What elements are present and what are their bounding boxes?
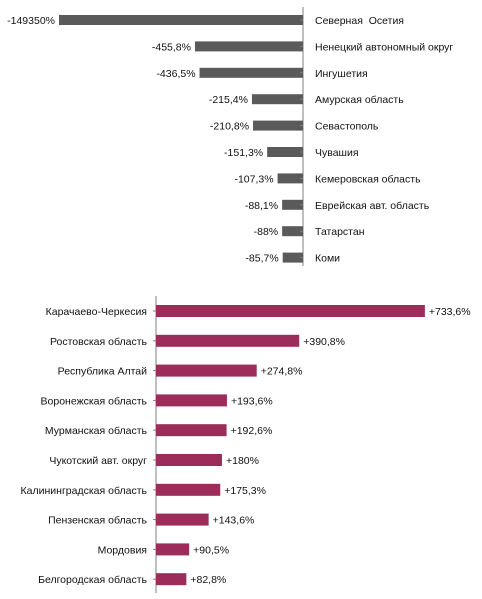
bottom-bar-8 (156, 513, 209, 526)
top-value-label: -151,3% (224, 147, 263, 159)
bottom-bar-6 (156, 454, 222, 466)
top-category-label: Ненецкий автономный округ (315, 41, 453, 53)
top-bar-4 (251, 94, 303, 105)
bottom-value-label: +390,8% (303, 336, 345, 348)
bottom-category-label: Белгородская область (38, 574, 147, 586)
top-bar-5 (253, 120, 303, 131)
bottom-bar-1 (156, 305, 425, 317)
top-category-label: Коми (315, 253, 340, 265)
bottom-category-label: Ростовская область (50, 336, 148, 348)
negative-change-chart: -149350% Северная Осетия -455,8% Ненецкий а… (7, 7, 453, 266)
top-value-label: -436,5% (156, 68, 195, 80)
bottom-category-label: Пензенская область (48, 515, 147, 527)
bottom-category-label: Мурманская область (45, 425, 148, 437)
bottom-value-label: +274,8% (261, 366, 303, 378)
top-category-label: Кемеровская область (315, 173, 421, 185)
bottom-value-label: +192,6% (231, 425, 273, 437)
bottom-category-label: Калининградская область (21, 485, 148, 497)
bottom-value-label: +82,8% (190, 574, 226, 586)
top-bar-9 (282, 226, 303, 237)
top-value-label: -210,8% (210, 121, 249, 133)
bottom-bar-9 (156, 543, 190, 556)
top-bar-2 (194, 41, 303, 52)
top-value-label: -215,4% (209, 94, 248, 106)
top-value-label: -149350% (7, 15, 55, 27)
top-category-label: Северная Осетия (315, 15, 404, 27)
bottom-category-label: Воронежская область (41, 395, 148, 407)
bottom-bar-5 (156, 424, 227, 437)
top-bar-6 (267, 147, 303, 157)
top-category-label: Чувашия (315, 147, 359, 159)
bottom-value-label: +175,3% (224, 485, 266, 497)
top-bar-10 (282, 252, 303, 263)
bottom-bar-7 (156, 483, 221, 496)
positive-change-chart: +733,6% Карачаево-Черкесия +390,8% Ростовск… (21, 296, 471, 593)
bottom-bar-10 (156, 573, 187, 586)
top-category-label: Еврейская авт. область (315, 200, 430, 212)
top-value-label: -88% (254, 226, 279, 238)
bottom-category-label: Чукотский авт. округ (49, 455, 147, 467)
bottom-bar-3 (156, 364, 257, 377)
top-value-label: -107,3% (234, 173, 273, 185)
top-bar-3 (199, 67, 303, 78)
top-bar-7 (277, 173, 303, 184)
bottom-value-label: +733,6% (429, 306, 471, 318)
top-category-label: Татарстан (315, 226, 365, 238)
top-category-label: Севастополь (315, 121, 379, 133)
top-bar-1 (59, 15, 303, 25)
top-value-label: -88,1% (245, 200, 278, 212)
top-category-label: Амурская область (315, 94, 404, 106)
bottom-category-label: Карачаево-Черкесия (46, 306, 147, 318)
bottom-value-label: +180% (226, 455, 259, 467)
bottom-bar-4 (156, 394, 227, 407)
top-category-label: Ингушетия (315, 68, 368, 80)
bottom-value-label: +193,6% (231, 395, 273, 407)
top-bar-8 (282, 199, 303, 210)
top-value-label: -85,7% (245, 253, 278, 265)
bottom-value-label: +143,6% (213, 515, 255, 527)
bottom-value-label: +90,5% (193, 544, 229, 556)
bottom-bar-2 (156, 334, 300, 347)
top-value-label: -455,8% (152, 41, 191, 53)
bottom-category-label: Мордовия (98, 544, 147, 556)
bottom-category-label: Республика Алтай (58, 366, 147, 378)
